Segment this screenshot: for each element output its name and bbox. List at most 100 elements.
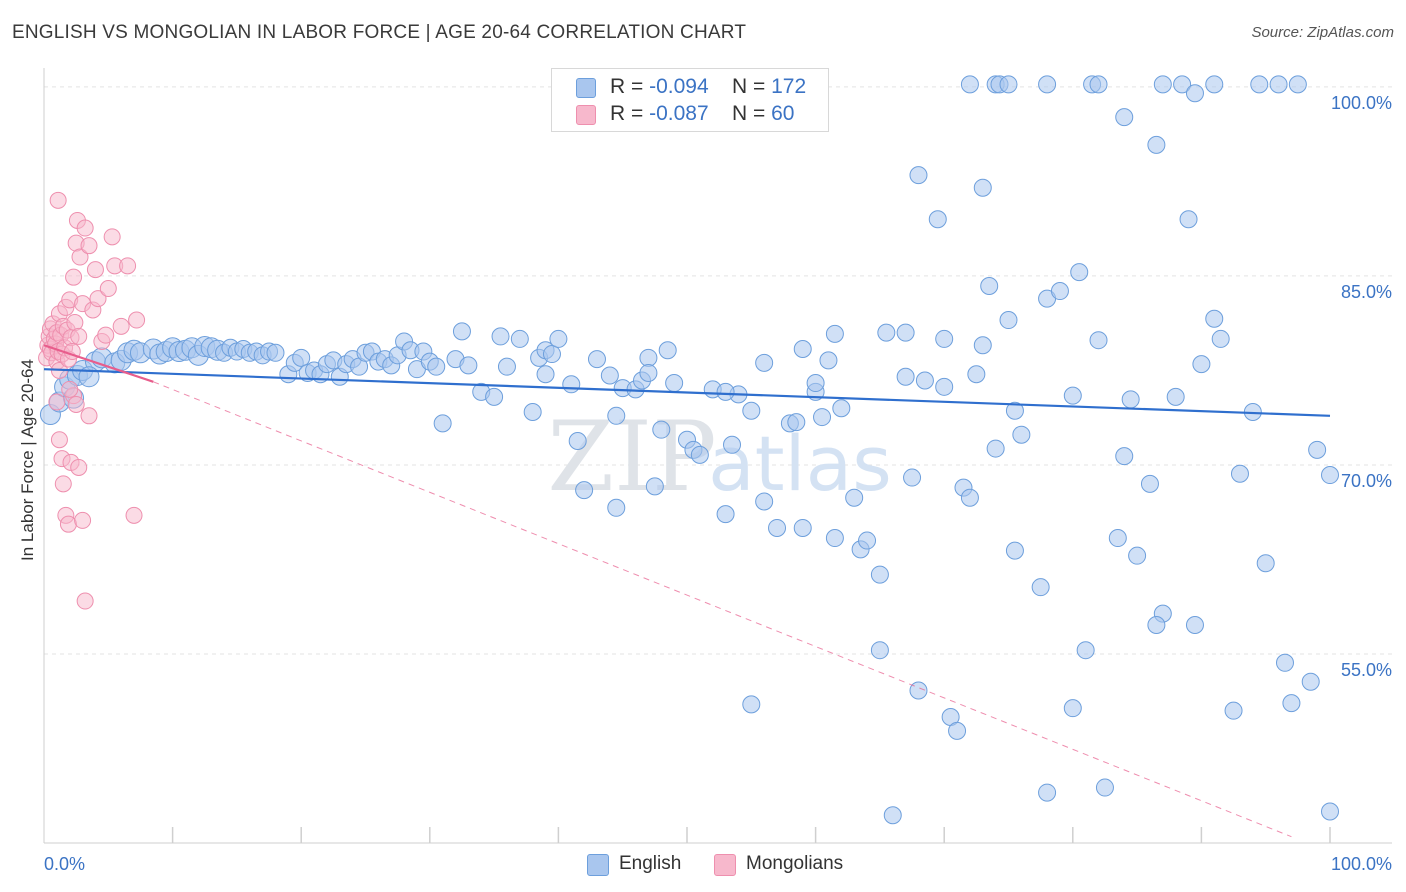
- english-point-154: [870, 641, 889, 660]
- y-tick-label-3: 100.0%: [1331, 93, 1392, 113]
- english-point-184: [793, 340, 812, 359]
- english-point-161: [1089, 75, 1108, 94]
- english-point-153: [935, 329, 954, 348]
- english-point-75: [600, 366, 619, 385]
- english-point-139: [1211, 329, 1230, 348]
- english-point-149: [1063, 699, 1082, 718]
- mongolian-point-28: [70, 327, 88, 345]
- english-point-56: [427, 357, 446, 376]
- english-point-140: [1224, 701, 1243, 720]
- english-legend-label: English: [619, 853, 682, 874]
- english-point-126: [1076, 641, 1095, 660]
- english-point-124: [1063, 386, 1082, 405]
- english-point-119: [1005, 401, 1024, 420]
- english-point-145: [1282, 694, 1301, 713]
- english-point-187: [607, 498, 626, 517]
- english-point-35: [292, 348, 311, 367]
- english-point-133: [1147, 135, 1166, 154]
- english-point-95: [787, 413, 806, 432]
- mongolian-point-42: [119, 257, 137, 275]
- english-point-100: [832, 399, 851, 418]
- mongolian-trend-line: [43, 344, 154, 383]
- english-point-110: [928, 210, 947, 229]
- english-point-76: [607, 406, 626, 425]
- english-point-105: [877, 323, 896, 342]
- english-point-175: [1321, 802, 1339, 821]
- english-point-69: [542, 345, 561, 364]
- english-point-113: [960, 488, 979, 507]
- english-point-107: [903, 468, 922, 487]
- mongolian-swatch: [576, 105, 596, 125]
- mongolian-point-57: [80, 407, 98, 425]
- english-point-181: [716, 382, 735, 401]
- source-label: Source: ZipAtlas.com: [1251, 24, 1394, 41]
- english-point-96: [793, 518, 812, 537]
- english-point-178: [819, 351, 838, 370]
- english-point-177: [1038, 783, 1057, 802]
- english-point-158: [999, 75, 1018, 94]
- english-trend-line: [43, 368, 1331, 417]
- english-point-120: [1012, 425, 1031, 444]
- english-points: [39, 75, 1339, 825]
- english-point-86: [690, 445, 709, 464]
- mongolian-point-41: [112, 317, 130, 335]
- mongolian-point-48: [54, 475, 72, 493]
- mongolian-point-32: [80, 237, 98, 255]
- english-point-136: [1179, 210, 1198, 229]
- english-point-186: [755, 492, 774, 511]
- english-point-183: [639, 363, 658, 382]
- english-point-92: [755, 353, 774, 372]
- mongolian-point-45: [48, 393, 66, 411]
- tick-labels: 55.0% 70.0% 85.0% 100.0% 0.0% 100.0%: [44, 93, 1392, 874]
- english-point-173: [1108, 529, 1127, 548]
- mongolian-point-35: [89, 290, 107, 308]
- english-point-169: [1269, 75, 1288, 94]
- english-point-168: [1288, 75, 1307, 94]
- english-point-130: [1121, 390, 1140, 409]
- english-point-179: [806, 374, 825, 393]
- english-point-172: [1005, 541, 1024, 560]
- mongolian-point-56: [76, 592, 94, 610]
- english-point-74: [587, 350, 606, 369]
- english-point-151: [948, 721, 967, 740]
- english-point-162: [1115, 108, 1134, 127]
- x-tick-label-1: 100.0%: [1331, 854, 1392, 874]
- mongolian-point-31: [76, 219, 94, 237]
- english-point-165: [1185, 84, 1204, 103]
- english-point-147: [1308, 440, 1327, 459]
- english-point-128: [1095, 778, 1114, 797]
- english-point-166: [1205, 75, 1224, 94]
- english-point-81: [645, 477, 664, 496]
- mongolian-point-55: [74, 511, 92, 529]
- english-point-141: [1230, 464, 1249, 483]
- mongolian-r-value: -0.087: [649, 102, 709, 125]
- english-point-115: [973, 178, 992, 197]
- english-point-99: [825, 324, 844, 343]
- english-n-value: 172: [771, 75, 807, 98]
- english-point-189: [973, 336, 992, 355]
- english-point-101: [845, 488, 864, 507]
- english-point-176: [883, 806, 902, 825]
- english-point-135: [1166, 387, 1185, 406]
- english-point-89: [723, 435, 742, 454]
- english-point-143: [1256, 554, 1275, 573]
- english-point-174: [1147, 615, 1166, 634]
- english-point-66: [523, 403, 542, 422]
- english-point-164: [1173, 75, 1192, 94]
- english-point-80: [639, 348, 658, 367]
- english-point-127: [1089, 331, 1108, 350]
- english-point-132: [1140, 474, 1159, 493]
- english-point-71: [562, 375, 581, 394]
- mongolian-point-50: [59, 515, 77, 533]
- english-point-57: [433, 414, 452, 433]
- english-point-63: [491, 327, 510, 346]
- english-point-104: [870, 565, 889, 584]
- english-legend-swatch: [587, 854, 609, 876]
- mongolian-point-44: [128, 311, 146, 329]
- mongolian-legend-label: Mongolians: [746, 853, 844, 874]
- english-point-88: [716, 505, 735, 524]
- english-point-170: [742, 695, 761, 714]
- mongolian-n-label: N =: [732, 102, 766, 125]
- grid-lines: [44, 86, 1392, 655]
